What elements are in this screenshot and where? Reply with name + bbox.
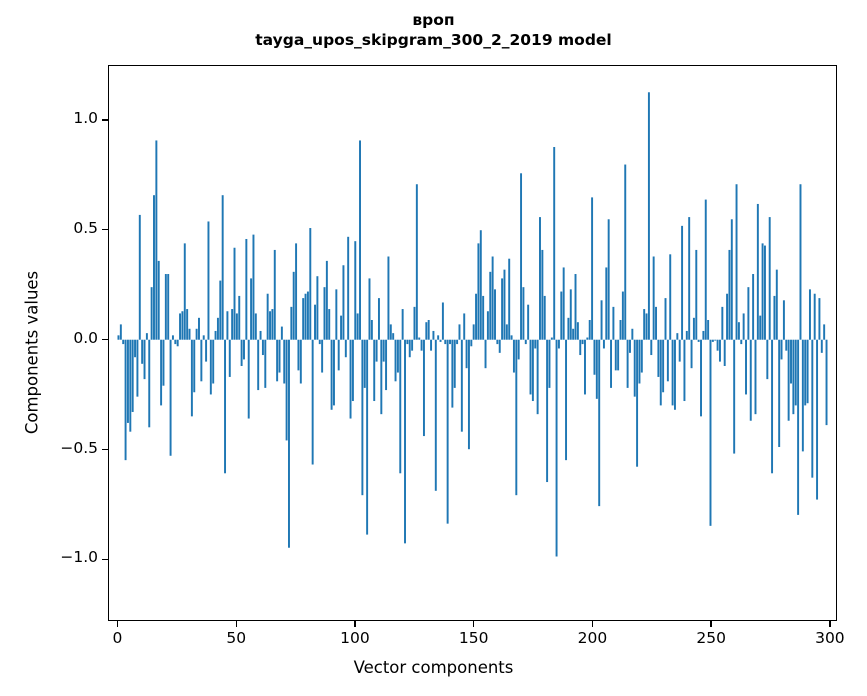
x-tick-mark [235,620,237,627]
x-tick-label: 100 [340,629,370,647]
y-tick-mark [101,448,109,451]
y-tick-mark [101,339,109,341]
y-tick-label: 0.0 [73,328,98,347]
x-tick-label: 200 [577,629,608,647]
x-tick-mark [591,620,594,627]
x-tick-mark [354,620,356,627]
y-axis-tick-labels: −1.0 −0.5 0.0 0.5 1.0 [30,0,98,696]
x-tick-label: 0 [112,629,123,647]
x-axis-label: Vector components [353,658,514,677]
x-tick-mark [116,620,119,627]
bar-series [117,92,828,557]
y-tick-mark [101,558,109,561]
y-tick-label: 1.0 [73,108,98,127]
y-tick-label: −1.0 [60,548,98,567]
y-tick-label: 0.5 [73,218,98,237]
x-tick-label: 50 [226,629,247,647]
x-tick-label: 300 [815,629,845,647]
x-tick-mark [710,620,712,627]
chart-title: вроп tayga_upos_skipgram_300_2_2019 mode… [255,11,612,50]
x-tick-mark [829,620,831,627]
y-tick-mark [101,119,109,121]
x-tick-label: 250 [696,629,726,647]
x-tick-label: 150 [458,629,489,647]
x-tick-mark [473,620,475,627]
plot-area [108,65,837,621]
y-tick-label: −0.5 [60,438,98,457]
y-tick-mark [101,229,109,231]
